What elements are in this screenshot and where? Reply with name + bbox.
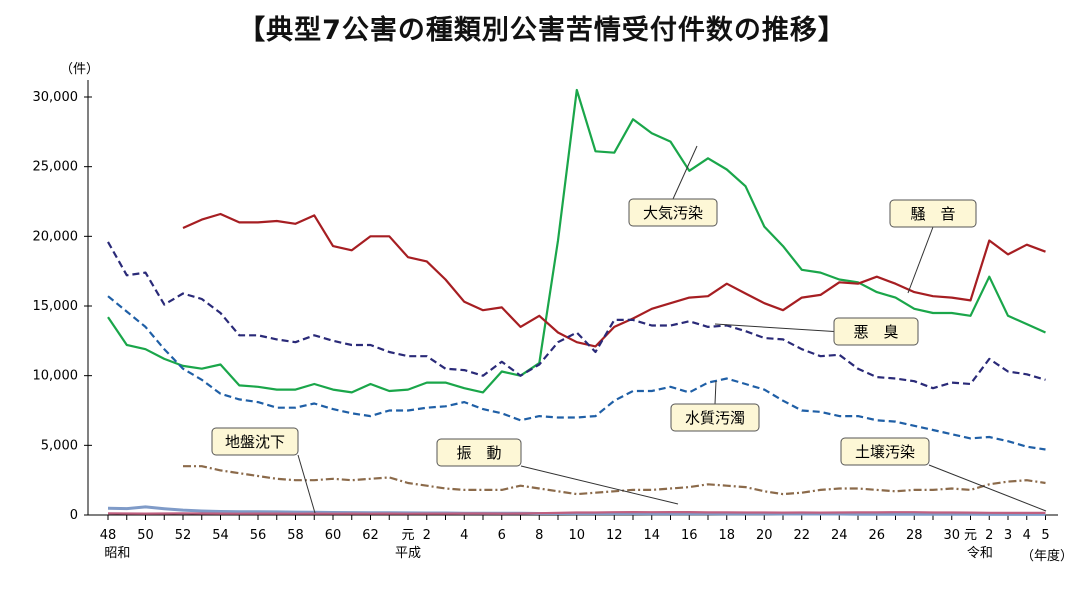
x-tick-label: 56 xyxy=(250,528,267,543)
annotation-callout: 地盤沈下 xyxy=(211,427,316,514)
x-tick-label: 50 xyxy=(137,528,154,543)
annotation-callout: 騒 音 xyxy=(889,199,977,294)
y-tick-label: 10,000 xyxy=(33,369,79,384)
x-tick-label: 2 xyxy=(985,528,993,543)
series-line xyxy=(182,212,1046,348)
y-axis-label: （件） xyxy=(60,62,99,77)
era-label: 平成 xyxy=(395,546,421,561)
x-tick-label: 12 xyxy=(606,528,623,543)
era-label: 令和 xyxy=(967,546,993,561)
series-line xyxy=(107,241,1046,390)
x-tick-label: 10 xyxy=(568,528,585,543)
annotation-box xyxy=(670,403,760,432)
series-line xyxy=(183,465,1046,496)
x-tick-label: 8 xyxy=(535,528,543,543)
annotation-leader xyxy=(928,464,1047,512)
annotation-label: 地盤沈下 xyxy=(225,433,285,451)
x-tick-label: 18 xyxy=(718,528,735,543)
chart-title: 【典型7公害の種類別公害苦情受付件数の推移】 xyxy=(238,15,846,46)
annotation-leader xyxy=(672,145,698,200)
x-tick-label: 4 xyxy=(1023,528,1031,543)
x-tick-label: 52 xyxy=(175,528,192,543)
x-tick-label: 58 xyxy=(287,528,304,543)
annotation-callout: 水質汚濁 xyxy=(670,380,760,432)
annotation-leader xyxy=(520,465,679,505)
x-tick-label: 28 xyxy=(906,528,923,543)
annotation-label: 振 動 xyxy=(456,444,501,462)
annotation-callout: 悪 臭 xyxy=(714,317,919,346)
x-tick-label: 22 xyxy=(793,528,810,543)
x-tick-label: 26 xyxy=(868,528,885,543)
annotation-label: 悪 臭 xyxy=(853,323,898,341)
series-line xyxy=(107,88,1046,394)
annotation-callout: 土壌汚染 xyxy=(840,437,1047,512)
annotation-leader xyxy=(297,454,316,514)
y-tick-label: 20,000 xyxy=(33,229,79,244)
x-tick-label: 16 xyxy=(681,528,698,543)
x-tick-label: 4 xyxy=(460,528,468,543)
annotation-box xyxy=(436,438,522,467)
annotation-leader xyxy=(714,380,717,405)
x-tick-label: 2 xyxy=(423,528,431,543)
x-axis-label: （年度） xyxy=(1021,548,1073,564)
x-tick-label: 14 xyxy=(643,528,660,543)
annotation-box xyxy=(889,199,977,228)
annotation-box xyxy=(628,198,718,227)
annotation-label: 騒 音 xyxy=(910,205,955,223)
x-tick-label: 30 xyxy=(943,528,960,543)
annotation-label: 大気汚染 xyxy=(643,204,703,222)
y-tick-label: 15,000 xyxy=(33,299,79,314)
x-tick-label: 60 xyxy=(325,528,342,543)
x-tick-label: 3 xyxy=(1004,528,1012,543)
annotation-callout: 振 動 xyxy=(436,438,679,505)
series-line xyxy=(107,295,1046,451)
x-tick-label: 48 xyxy=(100,528,117,543)
annotation-box xyxy=(833,317,919,346)
annotation-label: 土壌汚染 xyxy=(855,443,915,461)
era-label: 昭和 xyxy=(104,546,130,561)
annotation-box xyxy=(211,427,299,456)
x-tick-label: 20 xyxy=(756,528,773,543)
x-tick-label: 5 xyxy=(1041,528,1049,543)
y-tick-label: 5,000 xyxy=(41,438,78,453)
series-line xyxy=(107,511,1046,515)
y-tick-label: 0 xyxy=(70,508,78,523)
annotation-callout: 大気汚染 xyxy=(628,145,718,227)
y-tick-label: 25,000 xyxy=(33,160,79,175)
annotation-box xyxy=(840,437,930,466)
y-tick-label: 30,000 xyxy=(33,90,79,105)
x-tick-label: 24 xyxy=(831,528,848,543)
annotation-label: 水質汚濁 xyxy=(685,409,745,427)
annotation-leader xyxy=(907,226,934,294)
x-tick-label: 元 xyxy=(401,528,414,543)
x-tick-label: 6 xyxy=(498,528,506,543)
annotation-leader xyxy=(714,323,835,332)
x-tick-label: 62 xyxy=(362,528,379,543)
x-tick-label: 54 xyxy=(212,528,229,543)
x-tick-label: 元 xyxy=(964,528,977,543)
